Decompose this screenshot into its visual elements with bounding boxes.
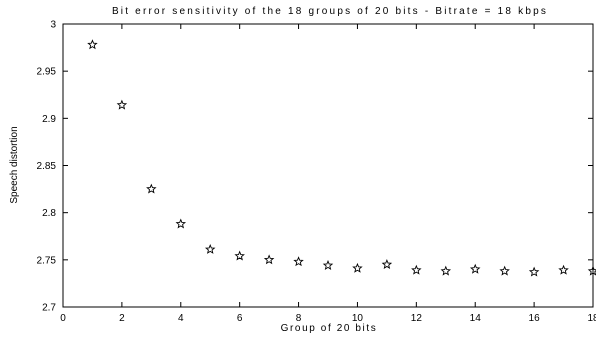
y-tick-label: 3 <box>50 20 56 31</box>
y-axis-label: Speech distortion <box>9 126 20 203</box>
data-point <box>352 262 363 273</box>
data-point <box>558 264 569 275</box>
x-tick-label: 14 <box>470 313 482 324</box>
x-tick-label: 18 <box>587 313 596 324</box>
data-point <box>381 259 393 270</box>
x-tick-label: 10 <box>352 313 364 324</box>
y-tick-label: 2.85 <box>37 161 57 172</box>
y-tick-label: 2.7 <box>42 303 56 314</box>
data-point <box>146 183 157 194</box>
data-point <box>87 39 98 50</box>
x-axis: 0 2 4 6 8 10 12 14 16 18 <box>60 24 596 324</box>
y-tick-label: 2.75 <box>37 255 57 266</box>
y-axis: 2.7 2.75 2.8 2.85 2.9 2.95 3 <box>37 20 593 314</box>
x-tick-label: 8 <box>296 313 302 324</box>
data-point <box>116 99 128 110</box>
chart-title: Bit error sensitivity of the 18 groups o… <box>112 6 548 17</box>
x-axis-label: Group of 20 bits <box>281 323 378 334</box>
data-point <box>528 266 540 277</box>
x-tick-label: 16 <box>529 313 541 324</box>
data-point <box>204 243 216 254</box>
data-point <box>322 259 334 270</box>
data-point <box>499 265 510 276</box>
data-point <box>440 265 452 276</box>
data-point <box>469 263 481 274</box>
y-tick-label: 2.8 <box>42 208 56 219</box>
x-tick-label: 2 <box>119 313 125 324</box>
data-point <box>234 250 245 261</box>
data-point <box>587 265 596 276</box>
x-tick-label: 0 <box>60 313 66 324</box>
y-tick-label: 2.95 <box>37 67 57 78</box>
data-point <box>175 218 187 229</box>
data-point <box>411 264 422 275</box>
data-markers <box>87 39 596 277</box>
x-tick-label: 12 <box>411 313 423 324</box>
y-tick-label: 2.9 <box>42 114 56 125</box>
data-point <box>263 254 275 265</box>
x-tick-label: 4 <box>178 313 184 324</box>
plot-frame <box>62 23 594 308</box>
x-tick-label: 6 <box>237 313 243 324</box>
data-point <box>293 256 304 267</box>
